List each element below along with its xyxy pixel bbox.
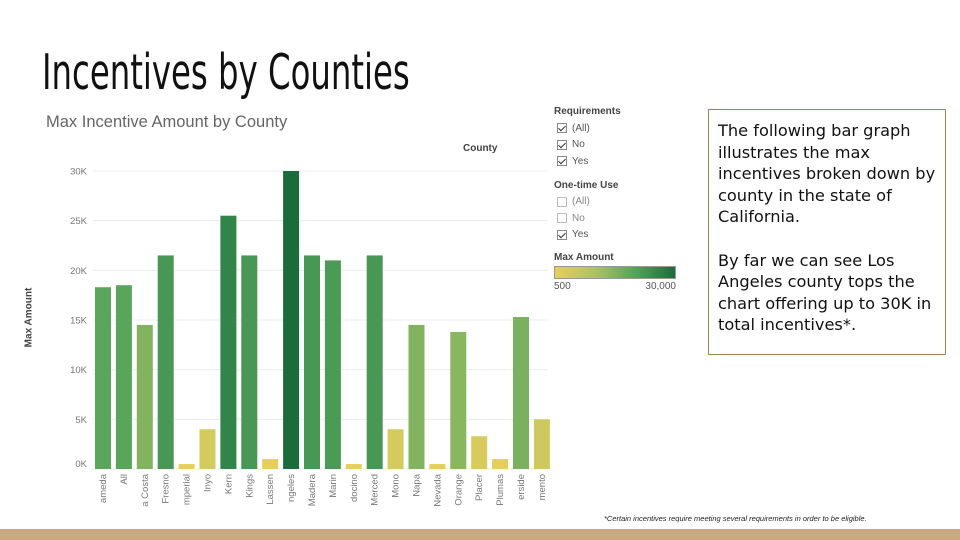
x-tick-label: Plumas bbox=[495, 474, 506, 506]
description-paragraph-1: The following bar graph illustrates the … bbox=[718, 121, 936, 227]
chart-title: Max Incentive Amount by County bbox=[46, 113, 288, 131]
bar bbox=[304, 255, 320, 469]
x-tick-label: Nevada bbox=[432, 473, 443, 506]
x-tick-label: Napa bbox=[412, 473, 423, 496]
bar bbox=[220, 215, 237, 469]
bar bbox=[492, 459, 509, 469]
requirements-option-label: Yes bbox=[572, 155, 589, 167]
bar bbox=[366, 255, 383, 469]
footer-bar bbox=[0, 529, 960, 540]
bar bbox=[450, 331, 467, 469]
bar bbox=[324, 260, 341, 469]
county-column-header: County bbox=[463, 143, 498, 154]
gradient-min-label: 500 bbox=[554, 281, 571, 292]
y-tick-label: 5K bbox=[75, 415, 87, 426]
y-tick-label: 30K bbox=[70, 167, 88, 178]
checkbox[interactable] bbox=[557, 229, 567, 240]
x-tick-label: Madera bbox=[307, 473, 318, 506]
bar bbox=[136, 324, 153, 469]
bar bbox=[533, 419, 550, 469]
gradient-max-label: 30,000 bbox=[645, 281, 676, 292]
x-tick-label: erside bbox=[516, 474, 527, 500]
x-tick-label: Fresno bbox=[161, 474, 172, 504]
x-tick-label: Kern bbox=[223, 474, 234, 494]
bar bbox=[262, 459, 279, 469]
checkbox[interactable] bbox=[557, 196, 567, 207]
x-tick-label: Merced bbox=[370, 474, 381, 506]
requirements-option[interactable]: No bbox=[554, 137, 684, 154]
bar bbox=[95, 287, 111, 469]
requirements-filter-title: Requirements bbox=[554, 106, 621, 117]
requirements-option[interactable]: Yes bbox=[554, 153, 684, 170]
checkbox[interactable] bbox=[557, 156, 567, 167]
slide-title: Incentives by Counties bbox=[42, 44, 410, 101]
max-amount-legend-title: Max Amount bbox=[554, 252, 614, 263]
requirements-option-label: (All) bbox=[572, 122, 590, 134]
bars bbox=[95, 171, 550, 469]
bar bbox=[178, 464, 195, 469]
bar bbox=[241, 255, 258, 469]
checkbox[interactable] bbox=[557, 139, 567, 150]
y-tick-label: 25K bbox=[70, 216, 88, 227]
bar bbox=[283, 171, 300, 469]
bar bbox=[471, 436, 488, 469]
checkbox[interactable] bbox=[557, 123, 567, 134]
x-tick-label: Mono bbox=[391, 474, 402, 498]
x-tick-label: a Costa bbox=[140, 473, 151, 506]
x-tick-labels: ameda All a Costa Fresno mperial Inyo Kern King… bbox=[98, 473, 548, 506]
x-tick-label: docino bbox=[349, 474, 360, 502]
footnote: *Certain incentives require meeting seve… bbox=[604, 514, 867, 523]
bar bbox=[115, 285, 132, 469]
one-time-use-option[interactable]: Yes bbox=[554, 227, 684, 244]
x-tick-label: Orange bbox=[453, 474, 464, 506]
one-time-use-options: (All) No Yes bbox=[554, 194, 684, 244]
requirements-option-label: No bbox=[572, 139, 585, 151]
one-time-use-option-label: (All) bbox=[572, 196, 590, 208]
one-time-use-option[interactable]: (All) bbox=[554, 194, 684, 211]
description-paragraph-2: By far we can see Los Angeles county top… bbox=[718, 250, 932, 335]
bar bbox=[513, 317, 529, 469]
x-tick-label: Inyo bbox=[203, 474, 214, 492]
bar bbox=[157, 255, 174, 469]
y-tick-labels: 0K 5K 10K 15K 20K 25K 30K bbox=[70, 167, 88, 471]
x-tick-label: Lassen bbox=[265, 474, 276, 505]
bar-chart: 0K 5K 10K 15K 20K 25K 30K ameda All a Costa Fresn… bbox=[70, 167, 550, 507]
requirements-options: (All) No Yes bbox=[554, 120, 684, 170]
x-tick-label: mento bbox=[537, 474, 548, 500]
y-tick-label: 10K bbox=[70, 365, 88, 376]
bar bbox=[429, 464, 446, 469]
x-tick-label: All bbox=[119, 474, 130, 485]
x-tick-label: Kings bbox=[244, 474, 255, 498]
x-tick-label: ngeles bbox=[286, 474, 297, 502]
one-time-use-filter-title: One-time Use bbox=[554, 179, 619, 191]
x-tick-label: ameda bbox=[98, 473, 109, 503]
y-tick-label: 20K bbox=[70, 266, 88, 277]
bar bbox=[408, 324, 425, 469]
x-tick-label: mperial bbox=[182, 474, 193, 505]
y-tick-label: 15K bbox=[70, 316, 88, 327]
x-tick-label: Placer bbox=[474, 474, 485, 501]
bar bbox=[199, 429, 216, 469]
one-time-use-option-label: No bbox=[572, 212, 585, 224]
filter-legend-panel: Requirements (All) No Yes One-time Use (Al… bbox=[554, 106, 684, 292]
requirements-option[interactable]: (All) bbox=[554, 120, 684, 137]
x-tick-label: Marin bbox=[328, 474, 339, 498]
checkbox[interactable] bbox=[557, 213, 567, 224]
description-box: The following bar graph illustrates the … bbox=[708, 109, 946, 355]
y-tick-label: 0K bbox=[75, 459, 87, 470]
bar bbox=[387, 429, 404, 469]
one-time-use-option-label: Yes bbox=[572, 229, 589, 241]
one-time-use-option[interactable]: No bbox=[554, 210, 684, 227]
color-gradient-bar bbox=[554, 266, 676, 279]
bar bbox=[345, 464, 362, 469]
